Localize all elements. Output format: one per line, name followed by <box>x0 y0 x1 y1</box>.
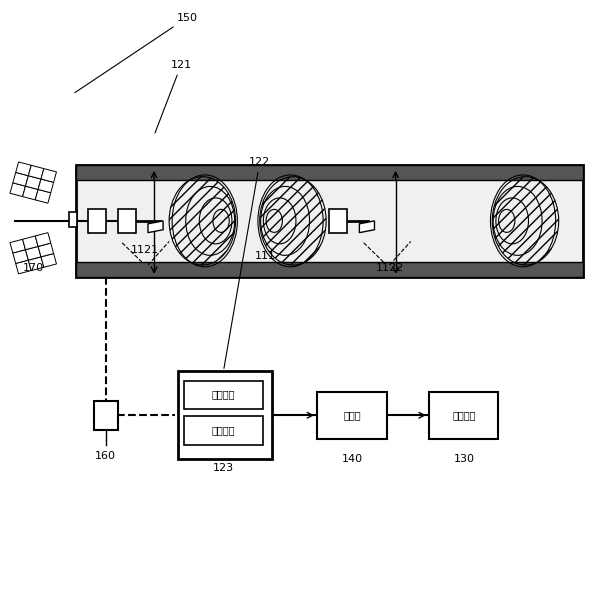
Text: 111: 111 <box>255 252 276 261</box>
Text: 1122: 1122 <box>376 263 403 273</box>
FancyBboxPatch shape <box>317 392 387 439</box>
Text: 140: 140 <box>342 455 362 464</box>
Bar <box>10 183 25 197</box>
Bar <box>41 253 57 267</box>
FancyBboxPatch shape <box>69 212 77 227</box>
FancyBboxPatch shape <box>184 416 263 445</box>
Text: 预警组件: 预警组件 <box>452 411 475 420</box>
Text: 160: 160 <box>95 452 116 461</box>
Bar <box>10 239 25 253</box>
FancyBboxPatch shape <box>429 392 498 439</box>
Text: 计算单元: 计算单元 <box>212 390 235 399</box>
Bar <box>28 257 44 270</box>
Text: 判断单元: 判断单元 <box>212 426 235 435</box>
FancyBboxPatch shape <box>76 165 583 277</box>
Bar <box>35 190 51 203</box>
FancyBboxPatch shape <box>184 381 263 409</box>
Bar <box>28 166 44 179</box>
Bar <box>38 243 54 257</box>
FancyBboxPatch shape <box>178 371 272 459</box>
Polygon shape <box>359 221 374 233</box>
FancyBboxPatch shape <box>88 209 106 233</box>
Bar <box>13 173 28 186</box>
FancyBboxPatch shape <box>94 401 118 430</box>
Text: 123: 123 <box>213 464 234 473</box>
Text: 121: 121 <box>155 59 191 133</box>
FancyBboxPatch shape <box>329 209 347 233</box>
Bar <box>16 162 31 176</box>
Polygon shape <box>148 221 163 233</box>
Bar <box>41 168 57 183</box>
Bar <box>13 250 28 263</box>
FancyBboxPatch shape <box>76 165 583 180</box>
Bar <box>38 179 54 193</box>
Text: 1121: 1121 <box>131 246 159 255</box>
FancyBboxPatch shape <box>118 209 136 233</box>
Text: 122: 122 <box>224 157 271 368</box>
Text: 170: 170 <box>23 263 43 273</box>
FancyBboxPatch shape <box>76 262 583 277</box>
Text: 计算机: 计算机 <box>343 411 361 420</box>
Bar <box>22 236 38 250</box>
Bar <box>25 176 41 190</box>
Bar <box>16 260 31 274</box>
Bar <box>22 186 38 200</box>
Text: 130: 130 <box>454 455 474 464</box>
Text: 150: 150 <box>75 12 198 92</box>
Bar <box>25 246 41 260</box>
Bar <box>35 233 51 246</box>
